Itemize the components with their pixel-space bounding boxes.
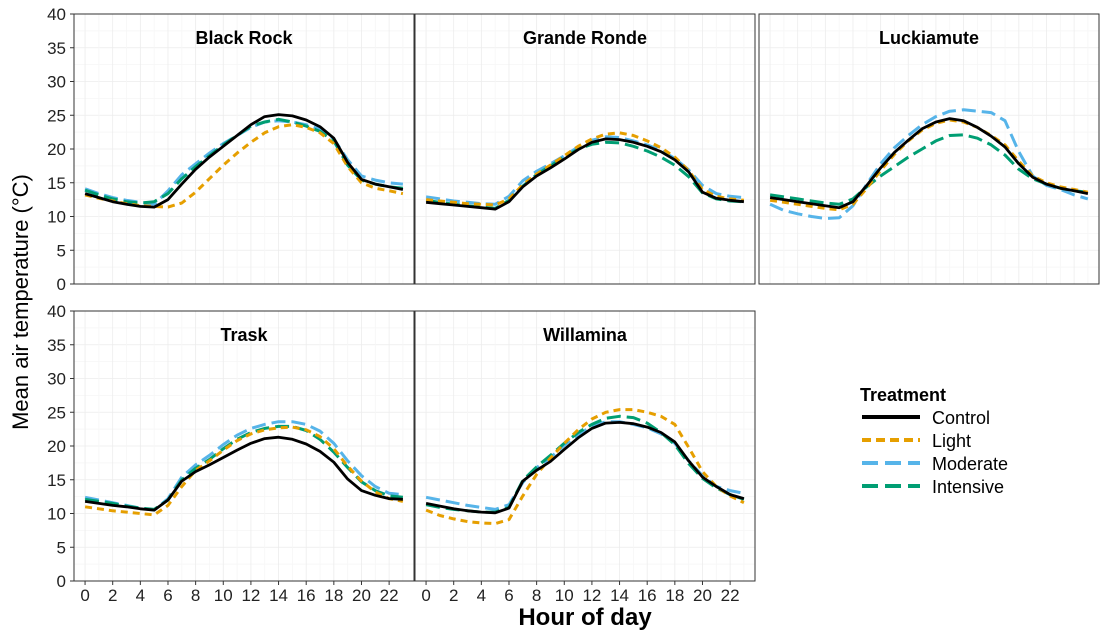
panel-willamina: Willamina 0 2 4 6 8 10 12 14 16 18 20 22 — [414, 310, 756, 605]
y-tick-label: 35 — [47, 336, 66, 355]
x-tick-label: 4 — [477, 586, 486, 605]
legend-label-intensive: Intensive — [932, 477, 1004, 497]
legend-label-moderate: Moderate — [932, 454, 1008, 474]
series-line-control — [84, 113, 404, 209]
x-axis-label: Hour of day — [518, 604, 652, 631]
x-tick-label: 12 — [241, 586, 260, 605]
panel-title: Black Rock — [195, 28, 293, 48]
x-tick-label: 20 — [352, 586, 371, 605]
y-tick-label: 5 — [57, 241, 66, 260]
x-tick-label: 2 — [449, 586, 458, 605]
x-tick-label: 22 — [380, 586, 399, 605]
legend-items: Control Light Moderate Intensive — [862, 408, 1008, 497]
y-tick-label: 35 — [47, 39, 66, 58]
series-line-control — [425, 137, 745, 211]
y-tick-label: 0 — [57, 572, 66, 591]
y-tick-label: 15 — [47, 174, 66, 193]
x-tick-label: 2 — [108, 586, 117, 605]
panel-border — [758, 13, 1100, 285]
x-tick-label: 16 — [638, 586, 657, 605]
y-tick-label: 5 — [57, 538, 66, 557]
x-tick-label: 6 — [163, 586, 172, 605]
y-tick-label: 10 — [47, 208, 66, 227]
panel-border — [414, 310, 756, 582]
series-line-control — [769, 117, 1089, 210]
panel-black-rock: Black Rock 0 5 10 15 20 25 30 35 40 — [47, 5, 415, 294]
legend-label-control: Control — [932, 408, 990, 428]
y-tick-label: 30 — [47, 73, 66, 92]
y-tick-label: 30 — [47, 370, 66, 389]
y-axis-label: Mean air temperature (°C) — [8, 174, 33, 430]
y-tick-label: 10 — [47, 505, 66, 524]
panel-luckiamute: Luckiamute — [758, 13, 1100, 285]
panel-title: Grande Ronde — [523, 28, 647, 48]
x-tick-label: 14 — [610, 586, 629, 605]
x-tick-label: 8 — [191, 586, 200, 605]
x-tick-label: 6 — [504, 586, 513, 605]
x-tick-label: 16 — [297, 586, 316, 605]
panel-grande-ronde: Grande Ronde — [414, 13, 756, 285]
panel-title: Willamina — [543, 325, 628, 345]
legend-title: Treatment — [860, 385, 946, 405]
x-tick-label: 0 — [421, 586, 430, 605]
panel-border — [414, 13, 756, 285]
x-tick-label: 18 — [324, 586, 343, 605]
y-tick-label: 40 — [47, 302, 66, 321]
x-tick-label: 4 — [136, 586, 145, 605]
panel-title: Luckiamute — [879, 28, 979, 48]
x-tick-label: 14 — [269, 586, 288, 605]
legend: Treatment Control Light Moderate Intensive — [860, 385, 1008, 497]
legend-label-light: Light — [932, 431, 971, 451]
x-tick-label: 0 — [80, 586, 89, 605]
y-tick-label: 40 — [47, 5, 66, 24]
x-tick-label: 12 — [582, 586, 601, 605]
y-tick-label: 20 — [47, 140, 66, 159]
series-line-light — [84, 425, 404, 517]
series-line-control — [425, 421, 745, 515]
x-tick-label: 10 — [214, 586, 233, 605]
panel-title: Trask — [220, 325, 268, 345]
y-tick-label: 0 — [57, 275, 66, 294]
x-tick-label: 20 — [693, 586, 712, 605]
x-tick-label: 22 — [721, 586, 740, 605]
series-line-control — [84, 435, 403, 512]
x-tick-label: 18 — [665, 586, 684, 605]
y-tick-label: 25 — [47, 106, 66, 125]
y-tick-label: 15 — [47, 471, 66, 490]
x-tick-label: 10 — [555, 586, 574, 605]
series-line-moderate — [425, 420, 745, 511]
series-line-light — [425, 408, 745, 526]
x-tick-label: 8 — [532, 586, 541, 605]
y-tick-label: 25 — [47, 403, 66, 422]
y-tick-label: 20 — [47, 437, 66, 456]
